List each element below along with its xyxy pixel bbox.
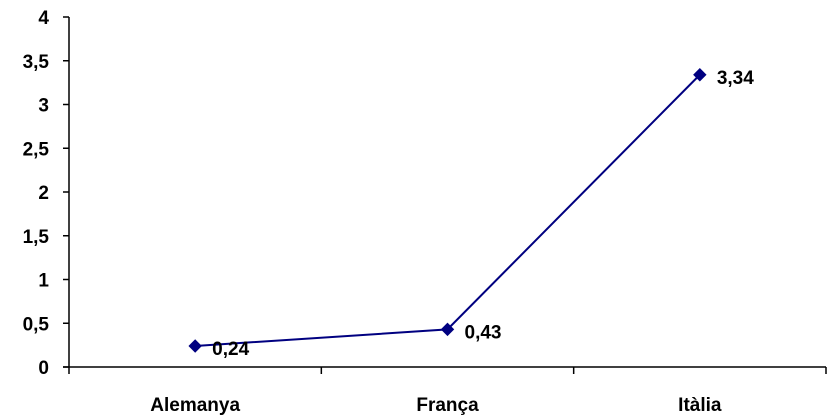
y-axis: 0 0,5 1 1,5 2 2,5 3 3,5 4 [23,8,70,379]
data-point-marker [188,339,202,353]
data-point-marker [440,322,455,337]
y-tick-label: 3,5 [23,52,50,73]
data-point-marker [693,68,707,82]
data-label: 0,24 [212,339,249,360]
y-tick-label: 2,5 [23,139,50,160]
y-tick-label: 1,5 [23,227,50,248]
y-tick-label: 4 [38,8,49,29]
x-axis: Alemanya França Itàlia [63,366,827,416]
data-label: 0,43 [465,322,502,343]
data-label: 3,34 [717,68,754,89]
y-tick-label: 3 [38,96,49,117]
y-tick-label: 0 [38,358,49,379]
y-tick-label: 0,5 [23,314,50,335]
series-line [188,68,707,353]
y-tick-label: 2 [38,183,49,204]
x-category-label: Alemanya [150,395,240,416]
x-category-label: França [416,395,479,416]
data-labels: 0,24 0,43 3,34 [212,68,754,360]
x-category-label: Itàlia [678,395,722,416]
y-tick-label: 1 [38,271,49,292]
series-polyline [195,74,701,347]
